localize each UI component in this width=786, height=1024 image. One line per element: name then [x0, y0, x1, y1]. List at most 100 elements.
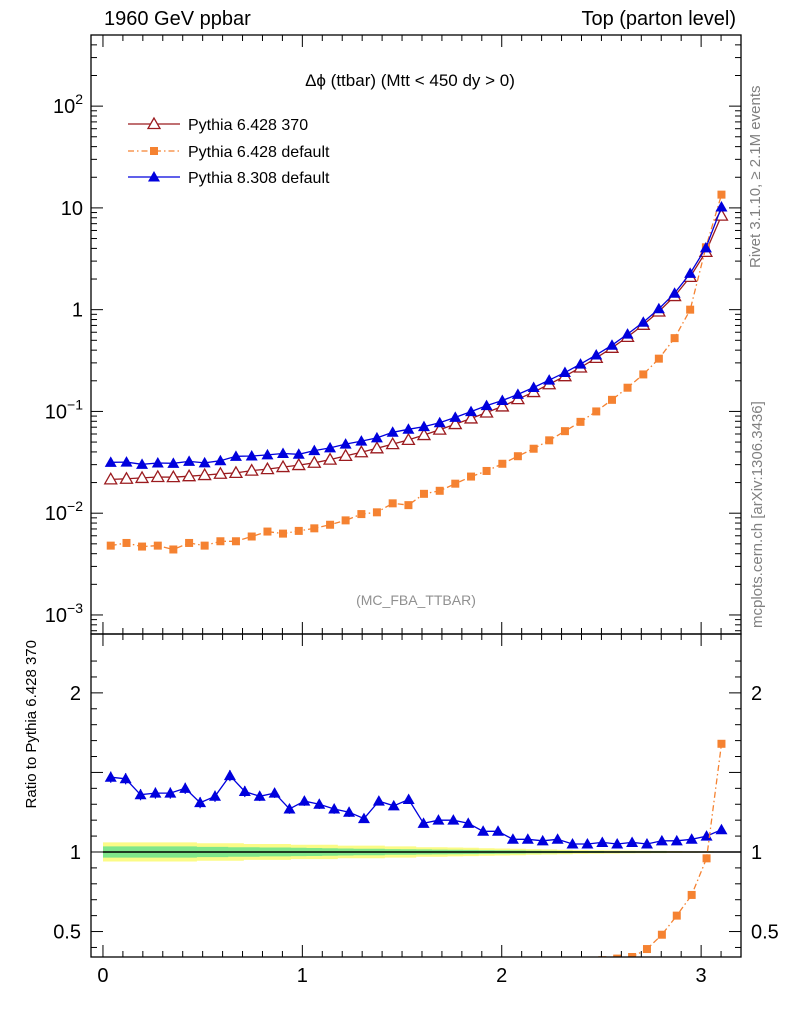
main-point-s2-28 — [543, 374, 556, 385]
main-ytick-label-0: 10−3 — [45, 600, 83, 627]
main-point-s2-13 — [308, 444, 321, 456]
main-point-s2-6 — [198, 456, 211, 468]
ratio-point-s1-24 — [464, 964, 472, 972]
main-point-s2-2 — [136, 458, 149, 469]
main-point-s0-20 — [416, 427, 432, 441]
ratio-point-s1-39 — [687, 890, 696, 899]
legend-label-0: Pythia 6.428 370 — [188, 117, 308, 134]
ratio-point-s1-19 — [390, 971, 398, 979]
ratio-point-s1-29 — [539, 961, 547, 969]
ratio-band-group — [102, 842, 741, 862]
ratio-xtick-label-0: 0 — [97, 965, 108, 987]
ratio-point-s0-38 — [670, 834, 683, 846]
main-point-s0-10 — [260, 461, 275, 475]
ratio-ytick-label-left-2: 2 — [70, 683, 81, 705]
main-ytick-label-2: 10−1 — [45, 396, 83, 423]
main-point-s0-6 — [197, 467, 212, 481]
main-point-s0-14 — [322, 452, 338, 465]
main-point-s0-22 — [448, 416, 463, 430]
ratio-point-s1-34 — [613, 954, 622, 957]
ratio-point-s0-40 — [700, 830, 713, 841]
ratio-point-s0-13 — [298, 795, 311, 806]
main-point-s0-5 — [181, 468, 197, 482]
ratio-point-s0-10 — [253, 790, 266, 801]
main-point-s2-7 — [214, 454, 227, 466]
main-point-s0-4 — [166, 469, 181, 483]
main-point-s2-15 — [339, 438, 352, 449]
ratio-point-s1-28 — [524, 963, 532, 971]
legend-label-1: Pythia 6.428 default — [188, 144, 330, 161]
main-point-s1-36 — [670, 334, 679, 343]
main-point-s2-26 — [511, 388, 524, 399]
ratio-point-s0-6 — [194, 796, 207, 808]
main-point-s2-33 — [621, 328, 634, 339]
main-point-s2-29 — [558, 366, 571, 378]
main-point-s1-6 — [200, 541, 209, 550]
ratio-ytick-label-left-1: 1 — [70, 842, 81, 864]
ratio-point-s1-11 — [271, 972, 279, 980]
main-point-s2-24 — [480, 399, 493, 411]
ratio-point-s0-4 — [164, 787, 177, 798]
ratio-point-s0-21 — [417, 817, 430, 828]
main-point-s0-23 — [463, 411, 479, 424]
main-point-s2-14 — [324, 441, 337, 453]
ratio-point-s1-25 — [479, 964, 487, 972]
energy-label: 1960 GeV ppbar — [104, 8, 251, 30]
ratio-point-s1-38 — [672, 911, 681, 920]
ratio-point-s1-31 — [569, 959, 577, 967]
ratio-point-s0-27 — [506, 833, 519, 844]
plot-title: Δϕ (ttbar) (Mtt < 450 dy > 0) — [305, 71, 515, 90]
ratio-point-s0-33 — [596, 836, 609, 847]
ratio-ytick-label-left-0: 0.5 — [53, 922, 81, 944]
main-point-s0-3 — [150, 469, 165, 483]
main-point-s0-24 — [479, 405, 494, 418]
main-point-s2-4 — [167, 457, 180, 468]
ratio-point-s1-4 — [166, 977, 174, 985]
main-point-s0-13 — [307, 455, 322, 468]
main-point-s0-0 — [103, 472, 118, 485]
ratio-point-s1-17 — [360, 969, 368, 977]
ratio-point-s1-5 — [181, 972, 189, 980]
main-point-s2-23 — [465, 405, 478, 417]
ratio-point-s0-7 — [209, 790, 222, 801]
main-point-s2-10 — [261, 448, 274, 460]
ratio-point-s0-39 — [685, 833, 698, 844]
main-point-s0-17 — [369, 441, 385, 454]
main-point-s2-16 — [355, 435, 368, 446]
ratio-point-s1-12 — [285, 971, 293, 979]
main-point-s0-1 — [119, 471, 134, 484]
ratio-point-s1-6 — [196, 975, 204, 983]
main-point-s2-8 — [229, 450, 242, 461]
ratio-xtick-label-2: 2 — [496, 965, 507, 987]
main-point-s1-37 — [686, 305, 695, 314]
main-point-s1-18 — [388, 499, 397, 508]
ratio-point-s0-8 — [223, 769, 236, 781]
ratio-point-s0-23 — [447, 814, 460, 825]
ratio-point-s0-30 — [551, 833, 564, 844]
ratio-point-s0-16 — [343, 806, 356, 817]
main-point-s1-3 — [153, 541, 162, 550]
main-point-s2-39 — [715, 201, 728, 212]
main-series-group — [103, 190, 729, 554]
main-point-s1-24 — [482, 466, 491, 475]
ratio-point-s1-22 — [434, 966, 442, 974]
ratio-ytick-label-right-1: 1 — [751, 842, 762, 864]
main-point-s2-20 — [417, 420, 430, 432]
analysis-label: (MC_FBA_TTBAR) — [356, 592, 476, 608]
ratio-point-s1-1 — [122, 971, 130, 979]
main-point-s0-8 — [228, 465, 244, 479]
main-point-s2-1 — [120, 456, 133, 467]
legend-label-2: Pythia 8.308 default — [188, 170, 330, 187]
ratio-point-s0-0 — [104, 771, 117, 782]
ratio-point-s0-14 — [313, 798, 326, 809]
main-point-s1-8 — [231, 537, 240, 546]
main-point-s2-34 — [637, 316, 650, 327]
main-point-s0-7 — [213, 466, 228, 479]
main-point-s0-11 — [275, 459, 291, 473]
main-point-s0-21 — [432, 422, 447, 435]
legend-marker-0 — [146, 116, 162, 130]
main-ytick-label-5: 102 — [53, 91, 83, 118]
ratio-point-s1-7 — [211, 972, 219, 980]
main-point-s0-19 — [401, 432, 416, 446]
